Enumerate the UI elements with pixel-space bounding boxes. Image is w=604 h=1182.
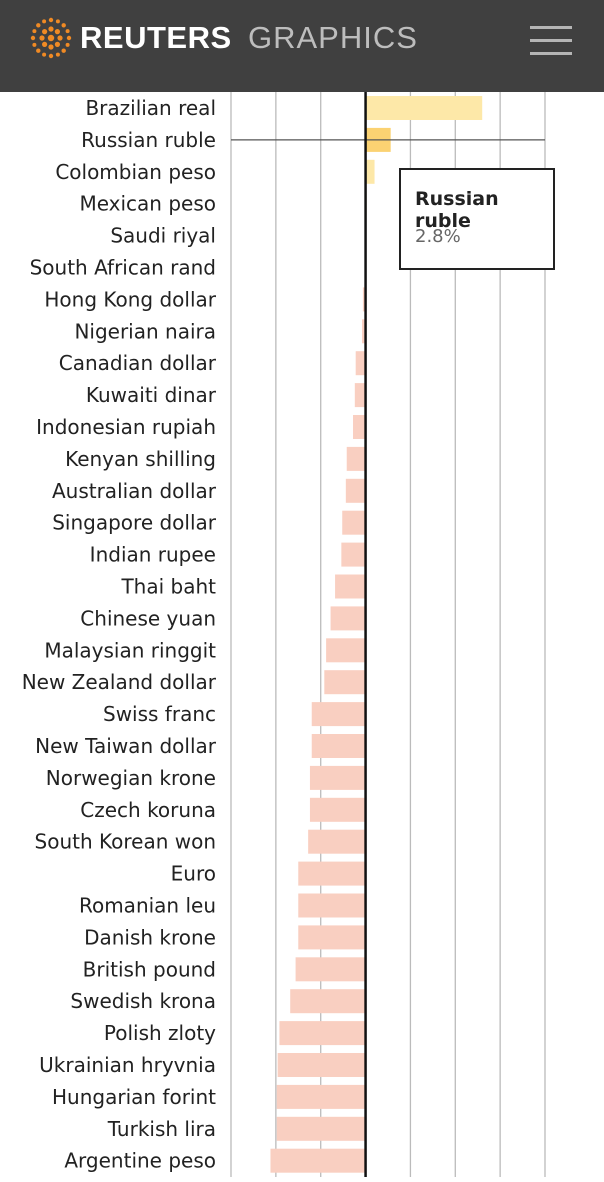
bar-hong-kong-dollar[interactable] — [362, 287, 366, 312]
bar-turkish-lira[interactable] — [276, 1116, 366, 1141]
bar-brazilian-real[interactable] — [365, 96, 483, 120]
category-label: Singapore dollar — [52, 511, 217, 535]
bar-indonesian-rupiah[interactable] — [353, 415, 366, 439]
category-label: Swedish krona — [70, 989, 216, 1013]
bar-new-zealand-dollar[interactable] — [324, 670, 366, 695]
category-label: Colombian peso — [55, 160, 216, 184]
bar-swiss-franc[interactable] — [311, 702, 366, 727]
category-label: Ukrainian hryvnia — [39, 1053, 216, 1077]
bar-romanian-leu[interactable] — [298, 893, 366, 918]
category-label: Australian dollar — [52, 479, 217, 503]
bar-kenyan-shilling[interactable] — [346, 446, 366, 471]
category-label: Nigerian naira — [74, 319, 216, 343]
bar-ukrainian-hryvnia[interactable] — [277, 1053, 366, 1077]
category-label: Hungarian forint — [52, 1085, 216, 1109]
category-label: British pound — [83, 957, 216, 981]
bar-singapore-dollar[interactable] — [342, 510, 366, 535]
category-label: Swiss franc — [103, 702, 216, 726]
bar-malaysian-ringgit[interactable] — [326, 638, 366, 663]
bar-euro[interactable] — [298, 861, 366, 886]
category-label: South African rand — [30, 256, 216, 280]
category-label: Brazilian real — [85, 96, 216, 120]
category-label: Thai baht — [120, 575, 216, 599]
tooltip-value: 2.8% — [415, 226, 461, 247]
tooltip: Russian ruble 2.8% — [399, 168, 555, 270]
bar-indian-rupee[interactable] — [341, 542, 366, 567]
bar-czech-koruna[interactable] — [309, 797, 366, 822]
category-label: Indian rupee — [90, 543, 216, 567]
bar-nigerian-naira[interactable] — [361, 319, 366, 344]
category-label: Saudi riyal — [110, 224, 216, 248]
category-label: Argentine peso — [64, 1149, 216, 1173]
category-label: Mexican peso — [79, 192, 216, 216]
bar-australian-dollar[interactable] — [345, 478, 366, 503]
bar-polish-zloty[interactable] — [279, 1021, 366, 1046]
brand-name[interactable]: REUTERS — [80, 20, 232, 55]
category-label: Turkish lira — [107, 1117, 216, 1141]
category-label: South Korean won — [35, 830, 216, 854]
hamburger-menu-icon[interactable] — [526, 22, 576, 60]
bar-hungarian-forint[interactable] — [276, 1084, 366, 1109]
category-label: New Taiwan dollar — [35, 734, 217, 758]
category-label: Norwegian krone — [46, 766, 216, 790]
bar-thai-baht[interactable] — [335, 574, 366, 599]
category-label: Kenyan shilling — [65, 447, 216, 471]
category-label: Polish zloty — [104, 1021, 216, 1045]
category-label: Euro — [171, 862, 216, 886]
category-label: New Zealand dollar — [22, 670, 217, 694]
category-label: Indonesian rupiah — [36, 415, 216, 439]
bar-swedish-krona[interactable] — [290, 989, 366, 1014]
bar-colombian-peso[interactable] — [365, 159, 375, 184]
bar-chinese-yuan[interactable] — [330, 606, 366, 631]
category-label: Malaysian ringgit — [44, 638, 216, 662]
bar-south-korean-won[interactable] — [308, 829, 366, 854]
bar-chart: Brazilian real Russian ruble Colombian pes… — [22, 92, 546, 1177]
category-label: Russian ruble — [81, 128, 216, 152]
bar-norwegian-krone[interactable] — [309, 765, 366, 790]
section-name[interactable]: GRAPHICS — [248, 20, 418, 55]
bar-danish-krone[interactable] — [298, 925, 366, 950]
category-label: Canadian dollar — [59, 351, 217, 375]
bar-kuwaiti-dinar[interactable] — [354, 383, 366, 408]
site-header: REUTERS GRAPHICS — [0, 0, 604, 92]
category-label: Romanian leu — [79, 894, 216, 918]
bar-british-pound[interactable] — [295, 957, 366, 982]
reuters-logo-icon[interactable] — [28, 15, 74, 61]
category-label: Hong Kong dollar — [44, 287, 216, 311]
bar-new-taiwan-dollar[interactable] — [311, 734, 366, 758]
chart-area: Brazilian real Russian ruble Colombian pes… — [0, 92, 604, 1177]
category-label: Kuwaiti dinar — [86, 383, 217, 407]
category-label: Czech koruna — [80, 798, 216, 822]
tooltip-title: Russian ruble — [415, 188, 499, 232]
category-label: Danish krone — [84, 925, 216, 949]
category-label: Chinese yuan — [80, 606, 216, 630]
bar-canadian-dollar[interactable] — [355, 351, 366, 376]
bar-argentine-peso[interactable] — [270, 1148, 366, 1173]
